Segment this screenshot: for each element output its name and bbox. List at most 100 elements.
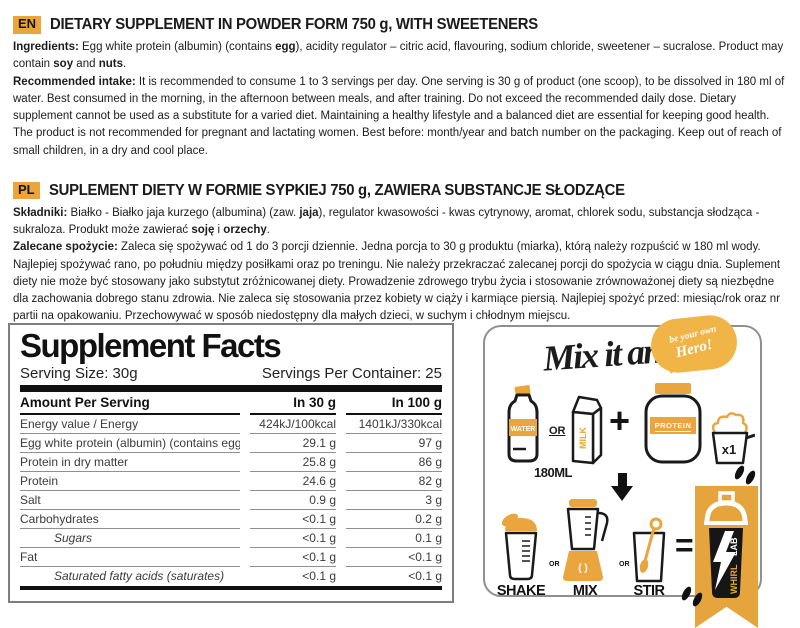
svg-text:WATER: WATER — [511, 426, 536, 433]
glass-stir-icon — [632, 517, 666, 583]
en-header: EN DIETARY SUPPLEMENT IN POWDER FORM 750… — [13, 16, 787, 34]
volume-label: 180ML — [534, 465, 572, 480]
en-ingredients-text: . — [122, 58, 127, 71]
pl-ingredients-text: . — [266, 224, 270, 236]
divider-bar-bottom — [20, 585, 442, 590]
row-label: Egg white protein (albumin) (contains eg… — [20, 434, 240, 453]
serving-info-row: Serving Size: 30g Servings Per Container… — [20, 365, 442, 385]
pl-title: SUPLEMENT DIETY W FORMIE SYPKIEJ 750 g, … — [48, 181, 625, 199]
scoop-icon: x1 — [711, 412, 755, 465]
row-value-100g: 82 g — [346, 472, 442, 491]
row-label: Protein in dry matter — [20, 453, 240, 472]
or-separator-2: OR — [549, 561, 560, 568]
facts-title: Supplement Facts — [20, 327, 282, 364]
water-bottle-icon: WATER — [507, 385, 539, 463]
stir-label: STIR — [633, 583, 665, 599]
table-row: Protein 24.6 g 82 g — [20, 472, 442, 491]
supplement-facts-panel: Supplement Facts Serving Size: 30g Servi… — [8, 323, 454, 603]
shaker-icon — [501, 513, 538, 581]
en-ingredients-text: Egg white protein (albumin) (contains — [78, 41, 276, 53]
pl-ingredients-text: i — [214, 224, 224, 236]
row-value-100g: 86 g — [346, 453, 442, 472]
row-label: Fat — [20, 548, 240, 567]
table-row: Energy value / Energy 424kJ/100kcal 1401kJ… — [20, 415, 442, 434]
en-title: DIETARY SUPPLEMENT IN POWDER FORM 750 g,… — [50, 16, 538, 33]
row-label: Energy value / Energy — [20, 415, 240, 434]
en-ingredients-text: and — [73, 58, 99, 71]
row-value-100g: 0.1 g — [346, 529, 442, 548]
en-ingredients-bold: egg — [275, 41, 296, 53]
or-separator-1: OR — [549, 425, 566, 437]
en-language-badge: EN — [13, 16, 42, 34]
svg-text:LAB: LAB — [729, 537, 739, 556]
mix-label: MIX — [572, 583, 598, 599]
column-header-30g: In 30 g — [250, 392, 336, 415]
en-ingredients-bold: nuts — [98, 58, 123, 71]
pl-ingredients-paragraph: Składniki: Białko - Białko jaja kurzego … — [13, 205, 787, 240]
mix-instructions-panel: Mix it and be your own Hero! WATER OR MI… — [483, 312, 762, 599]
servings-per-container: Servings Per Container: 25 — [261, 364, 442, 382]
column-header-100g: In 100 g — [346, 392, 442, 415]
row-value-100g: <0.1 g — [408, 568, 442, 583]
en-ingredients-label: Ingredients: — [13, 41, 79, 53]
row-value-100g: 1401kJ/330kcal — [346, 415, 442, 434]
en-intake-paragraph: Recommended intake: It is recommended to… — [13, 74, 787, 160]
table-row: Protein in dry matter 25.8 g 86 g — [20, 453, 442, 472]
row-label: Carbohydrates — [20, 510, 240, 529]
row-label: Salt — [20, 491, 240, 510]
svg-text:WHIRL: WHIRL — [729, 564, 739, 594]
supplement-facts-table: Amount Per Serving In 30 g In 100 g Ener… — [10, 392, 452, 585]
en-section: EN DIETARY SUPPLEMENT IN POWDER FORM 750… — [13, 0, 787, 160]
pl-language-badge: PL — [13, 182, 40, 200]
divider-bar-top — [20, 384, 442, 392]
shake-label: SHAKE — [496, 583, 546, 599]
blender-icon: ( ) — [563, 499, 609, 581]
table-row: Carbohydrates <0.1 g 0.2 g — [20, 510, 442, 529]
protein-jar-icon: PROTEIN — [644, 383, 702, 464]
pl-section: PL SUPLEMENT DIETY W FORMIE SYPKIEJ 750 … — [13, 182, 787, 326]
shaker-ribbon-badge: WHIRL LAB — [695, 486, 758, 628]
en-intake-text: It is recommended to consume 1 to 3 serv… — [13, 75, 785, 157]
row-value-30g: 25.8 g — [250, 453, 336, 472]
table-row: Fat <0.1 g <0.1 g — [20, 548, 442, 567]
table-row: Egg white protein (albumin) (contains eg… — [20, 434, 442, 453]
svg-text:PROTEIN: PROTEIN — [655, 421, 692, 430]
row-label: Sugars — [20, 529, 240, 548]
pl-ingredients-bold: soję — [191, 224, 215, 236]
pl-intake-label: Zalecane spożycie: — [13, 241, 118, 254]
table-row-indented: Sugars <0.1 g 0.1 g — [20, 529, 442, 548]
en-intake-label: Recommended intake: — [13, 75, 136, 88]
en-ingredients-paragraph: Ingredients: Egg white protein (albumin)… — [13, 39, 787, 74]
row-value-30g: 29.1 g — [250, 434, 336, 453]
pl-intake-paragraph: Zalecane spożycie: Zaleca się spożywać o… — [13, 239, 787, 325]
en-ingredients-text: ), acidity regulator – citric acid, flav… — [13, 41, 784, 71]
pl-ingredients-bold: orzechy — [223, 224, 267, 236]
row-value-100g: 0.2 g — [346, 510, 442, 529]
equals-sign: = — [675, 527, 694, 563]
row-value-30g: <0.1 g — [250, 548, 336, 567]
row-value-30g: 0.9 g — [250, 491, 336, 510]
svg-text:x1: x1 — [722, 442, 736, 457]
table-row: Salt 0.9 g 3 g — [20, 491, 442, 510]
down-arrow-icon — [611, 473, 633, 501]
row-label: Protein — [20, 472, 240, 491]
pl-ingredients-text: ), regulator kwasowości - kwas cytrynowy… — [13, 206, 760, 236]
row-value-30g: 424kJ/100kcal — [250, 415, 336, 434]
table-row-indented: Saturated fatty acids (saturates) <0.1 g <… — [20, 567, 442, 585]
pl-ingredients-text: Białko - Białko jaja kurzego (albumina) … — [67, 206, 300, 219]
milk-carton-icon: MILK — [571, 395, 603, 465]
row-value-100g: 97 g — [346, 434, 442, 453]
en-ingredients-bold: soy — [53, 58, 74, 71]
row-value-100g: 3 g — [346, 491, 442, 510]
column-header-amount: Amount Per Serving — [20, 392, 240, 415]
pl-ingredients-label: Składniki: — [13, 206, 68, 219]
row-value-30g: <0.1 g — [250, 510, 336, 529]
serving-size: Serving Size: 30g — [20, 364, 138, 382]
pl-intake-text: Zaleca się spożywać od 1 do 3 porcji dzi… — [13, 241, 781, 323]
row-value-30g: <0.1 g — [302, 568, 336, 583]
pl-header: PL SUPLEMENT DIETY W FORMIE SYPKIEJ 750 … — [13, 182, 787, 200]
or-separator-3: OR — [619, 561, 630, 568]
facts-header-row: Amount Per Serving In 30 g In 100 g — [20, 392, 442, 415]
row-label: Saturated fatty acids (saturates) — [54, 568, 225, 583]
